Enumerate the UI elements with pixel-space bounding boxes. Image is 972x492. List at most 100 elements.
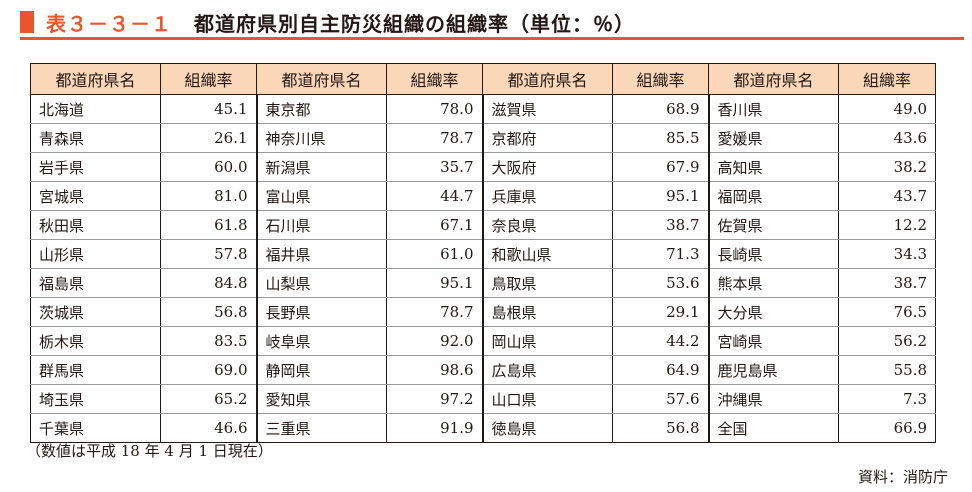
prefecture-cell: 長崎県 xyxy=(707,239,839,269)
prefecture-cell: 青森県 xyxy=(30,123,161,153)
rate-cell: 78.7 xyxy=(386,123,483,153)
rate-cell: 76.5 xyxy=(838,297,936,327)
prefecture-cell: 福井県 xyxy=(255,239,387,269)
rate-cell: 95.1 xyxy=(612,181,709,211)
table-row: 埼玉県 65.2 愛知県 97.2 山口県 57.6 沖縄県 7.3 xyxy=(30,384,936,414)
prefecture-cell: 愛知県 xyxy=(255,384,387,414)
prefecture-cell: 群馬県 xyxy=(30,355,161,385)
prefecture-cell: 秋田県 xyxy=(30,210,161,240)
table-row: 茨城県 56.8 長野県 78.7 島根県 29.1 大分県 76.5 xyxy=(30,297,936,327)
rate-cell: 7.3 xyxy=(838,384,936,414)
rate-cell: 85.5 xyxy=(612,123,709,153)
table-title: 都道府県別自主防災組織の組織率（単位：％） xyxy=(194,11,635,36)
prefecture-cell: 北海道 xyxy=(30,94,161,124)
column-header-rate: 組織率 xyxy=(160,63,257,95)
rate-cell: 53.6 xyxy=(612,268,709,298)
rate-cell: 49.0 xyxy=(838,94,936,124)
rate-cell: 44.2 xyxy=(612,326,709,356)
rate-cell: 38.7 xyxy=(838,268,936,298)
prefecture-cell: 岐阜県 xyxy=(255,326,387,356)
rate-cell: 57.6 xyxy=(612,384,709,414)
prefecture-cell: 栃木県 xyxy=(30,326,161,356)
table-row: 北海道 45.1 東京都 78.0 滋賀県 68.9 香川県 49.0 xyxy=(30,94,936,124)
rate-cell: 43.7 xyxy=(838,181,936,211)
source-credit: 資料：消防庁 xyxy=(857,468,948,486)
rate-cell: 56.2 xyxy=(838,326,936,356)
rate-cell: 29.1 xyxy=(612,297,709,327)
prefecture-cell: 香川県 xyxy=(707,94,839,124)
rate-cell: 65.2 xyxy=(160,384,257,414)
table-row: 山形県 57.8 福井県 61.0 和歌山県 71.3 長崎県 34.3 xyxy=(30,239,936,269)
prefecture-cell: 静岡県 xyxy=(255,355,387,385)
column-header-prefecture: 都道府県名 xyxy=(482,63,613,95)
rate-cell: 45.1 xyxy=(160,94,257,124)
organization-rate-table: 都道府県名 組織率 都道府県名 組織率 都道府県名 組織率 都道府県名 組織率 … xyxy=(30,63,936,443)
prefecture-cell: 山形県 xyxy=(30,239,161,269)
rate-cell: 84.8 xyxy=(160,268,257,298)
table-header-row: 都道府県名 組織率 都道府県名 組織率 都道府県名 組織率 都道府県名 組織率 xyxy=(30,63,936,95)
prefecture-cell: 宮城県 xyxy=(30,181,161,211)
prefecture-cell: 大阪府 xyxy=(481,152,613,182)
prefecture-cell: 富山県 xyxy=(255,181,387,211)
table-row: 秋田県 61.8 石川県 67.1 奈良県 38.7 佐賀県 12.2 xyxy=(30,210,936,240)
prefecture-cell: 兵庫県 xyxy=(481,181,613,211)
rate-cell: 35.7 xyxy=(386,152,483,182)
prefecture-cell: 山梨県 xyxy=(255,268,387,298)
prefecture-cell: 千葉県 xyxy=(30,413,161,443)
prefecture-cell: 奈良県 xyxy=(481,210,613,240)
rate-cell: 38.7 xyxy=(612,210,709,240)
prefecture-cell: 佐賀県 xyxy=(707,210,839,240)
prefecture-cell: 宮崎県 xyxy=(707,326,839,356)
prefecture-cell: 福岡県 xyxy=(707,181,839,211)
prefecture-cell: 鹿児島県 xyxy=(707,355,839,385)
prefecture-cell: 長野県 xyxy=(255,297,387,327)
rate-cell: 46.6 xyxy=(160,413,257,443)
prefecture-cell: 山口県 xyxy=(481,384,613,414)
rate-cell: 56.8 xyxy=(612,413,709,443)
rate-cell: 83.5 xyxy=(160,326,257,356)
prefecture-cell: 京都府 xyxy=(481,123,613,153)
prefecture-cell: 熊本県 xyxy=(707,268,839,298)
rate-cell: 91.9 xyxy=(386,413,483,443)
rate-cell: 61.8 xyxy=(160,210,257,240)
rate-cell: 98.6 xyxy=(386,355,483,385)
rate-cell: 43.6 xyxy=(838,123,936,153)
rate-cell: 61.0 xyxy=(386,239,483,269)
prefecture-cell: 福島県 xyxy=(30,268,161,298)
prefecture-cell: 愛媛県 xyxy=(707,123,839,153)
rate-cell: 69.0 xyxy=(160,355,257,385)
prefecture-cell: 滋賀県 xyxy=(481,94,613,124)
column-header-rate: 組織率 xyxy=(612,63,709,95)
rate-cell: 12.2 xyxy=(838,210,936,240)
table-body: 北海道 45.1 東京都 78.0 滋賀県 68.9 香川県 49.0 青森県 26.1 神奈川県 7… xyxy=(30,94,936,443)
table-row: 群馬県 69.0 静岡県 98.6 広島県 64.9 鹿児島県 55.8 xyxy=(30,355,936,385)
rate-cell: 64.9 xyxy=(612,355,709,385)
prefecture-cell: 茨城県 xyxy=(30,297,161,327)
prefecture-cell: 大分県 xyxy=(707,297,839,327)
table-heading: 表３－３－１ 都道府県別自主防災組織の組織率（単位：％） xyxy=(20,8,635,36)
prefecture-cell: 和歌山県 xyxy=(481,239,613,269)
prefecture-cell: 東京都 xyxy=(255,94,387,124)
table-number: 表３－３－１ xyxy=(46,11,172,36)
rate-cell: 26.1 xyxy=(160,123,257,153)
prefecture-cell: 高知県 xyxy=(707,152,839,182)
rate-cell: 57.8 xyxy=(160,239,257,269)
prefecture-cell: 島根県 xyxy=(481,297,613,327)
date-note: （数値は平成 18 年 4 月 1 日現在） xyxy=(26,442,273,460)
prefecture-cell: 岩手県 xyxy=(30,152,161,182)
prefecture-cell: 徳島県 xyxy=(481,413,613,443)
heading-rule xyxy=(20,37,964,40)
prefecture-cell: 沖縄県 xyxy=(707,384,839,414)
table-row: 千葉県 46.6 三重県 91.9 徳島県 56.8 全国 66.9 xyxy=(30,413,936,443)
rate-cell: 95.1 xyxy=(386,268,483,298)
rate-cell: 66.9 xyxy=(838,413,936,443)
rate-cell: 68.9 xyxy=(612,94,709,124)
rate-cell: 60.0 xyxy=(160,152,257,182)
table-row: 宮城県 81.0 富山県 44.7 兵庫県 95.1 福岡県 43.7 xyxy=(30,181,936,211)
column-header-prefecture: 都道府県名 xyxy=(708,63,839,95)
prefecture-cell: 広島県 xyxy=(481,355,613,385)
rate-cell: 56.8 xyxy=(160,297,257,327)
prefecture-cell: 全国 xyxy=(707,413,839,443)
rate-cell: 78.0 xyxy=(386,94,483,124)
column-header-prefecture: 都道府県名 xyxy=(30,63,161,95)
